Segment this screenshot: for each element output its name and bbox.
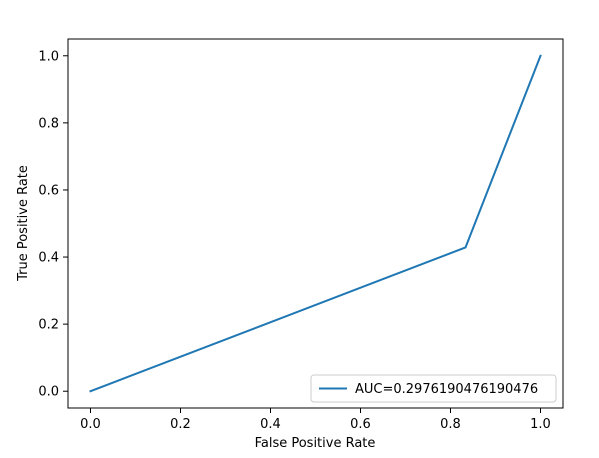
y-tick-label: 1.0	[38, 49, 59, 64]
legend-entry-0: AUC=0.2976190476190476	[355, 382, 538, 397]
plot-area	[89, 54, 542, 393]
legend-box	[310, 374, 557, 403]
series-line-0	[89, 54, 542, 393]
y-tick-label: 0.4	[38, 251, 59, 266]
legend: AUC=0.2976190476190476	[310, 374, 557, 403]
y-tick-label: 0.6	[38, 183, 59, 198]
x-tick-label: 0.6	[350, 417, 371, 432]
plot-frame	[67, 38, 564, 409]
y-axis-label: True Positive Rate	[16, 165, 31, 282]
y-tick-label: 0.0	[38, 385, 59, 400]
x-tick-label: 0.4	[260, 417, 281, 432]
x-tick-label: 0.0	[80, 417, 101, 432]
x-tick-label: 1.0	[530, 417, 551, 432]
x-tick-label: 0.8	[440, 417, 461, 432]
y-tick-label: 0.8	[38, 116, 59, 131]
y-tick-label: 0.2	[38, 318, 59, 333]
axes: 0.0 0.2 0.4 0.6 0.8 1.0 0.0 0.2 0.4 0.6 0.8 1.0	[38, 38, 564, 432]
x-tick-label: 0.2	[170, 417, 191, 432]
x-axis-label: False Positive Rate	[255, 436, 376, 451]
